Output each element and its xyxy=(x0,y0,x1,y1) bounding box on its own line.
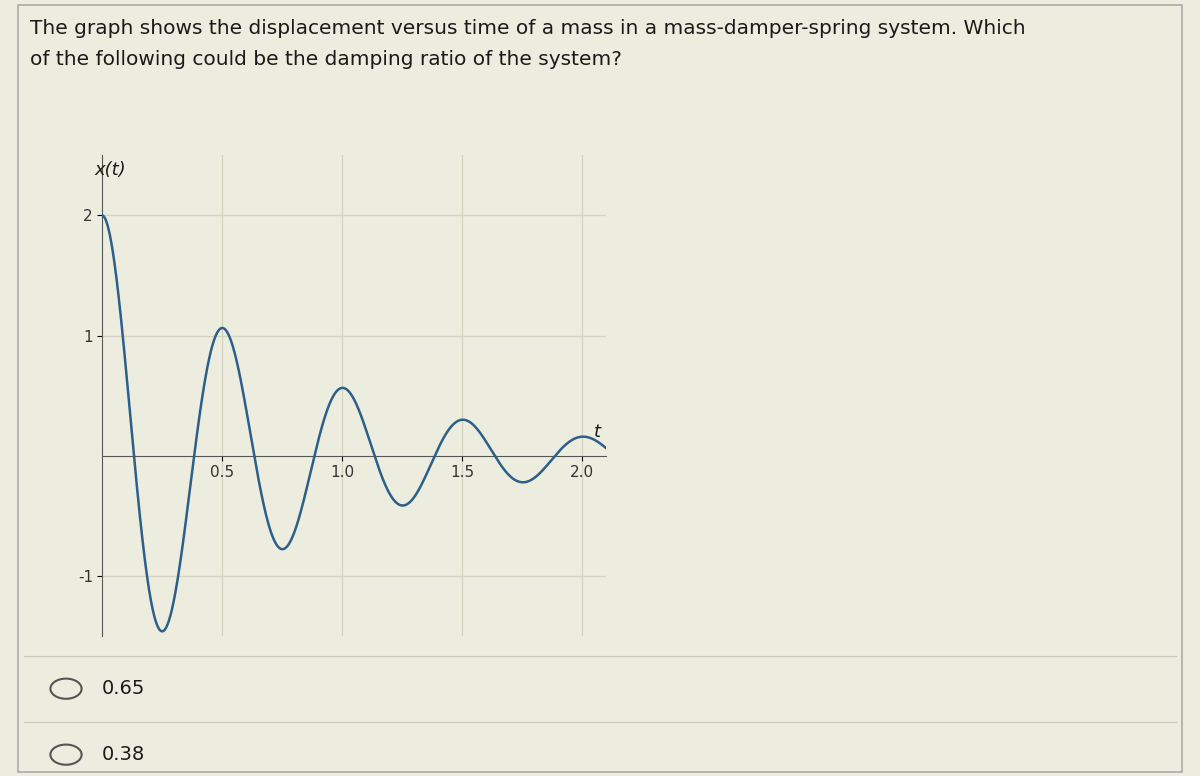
Text: x(t): x(t) xyxy=(95,161,126,179)
Text: 0.38: 0.38 xyxy=(102,745,145,764)
Text: t: t xyxy=(594,424,601,442)
Text: 0.65: 0.65 xyxy=(102,679,145,698)
Text: The graph shows the displacement versus time of a mass in a mass-damper-spring s: The graph shows the displacement versus … xyxy=(30,19,1026,38)
Text: of the following could be the damping ratio of the system?: of the following could be the damping ra… xyxy=(30,50,622,69)
